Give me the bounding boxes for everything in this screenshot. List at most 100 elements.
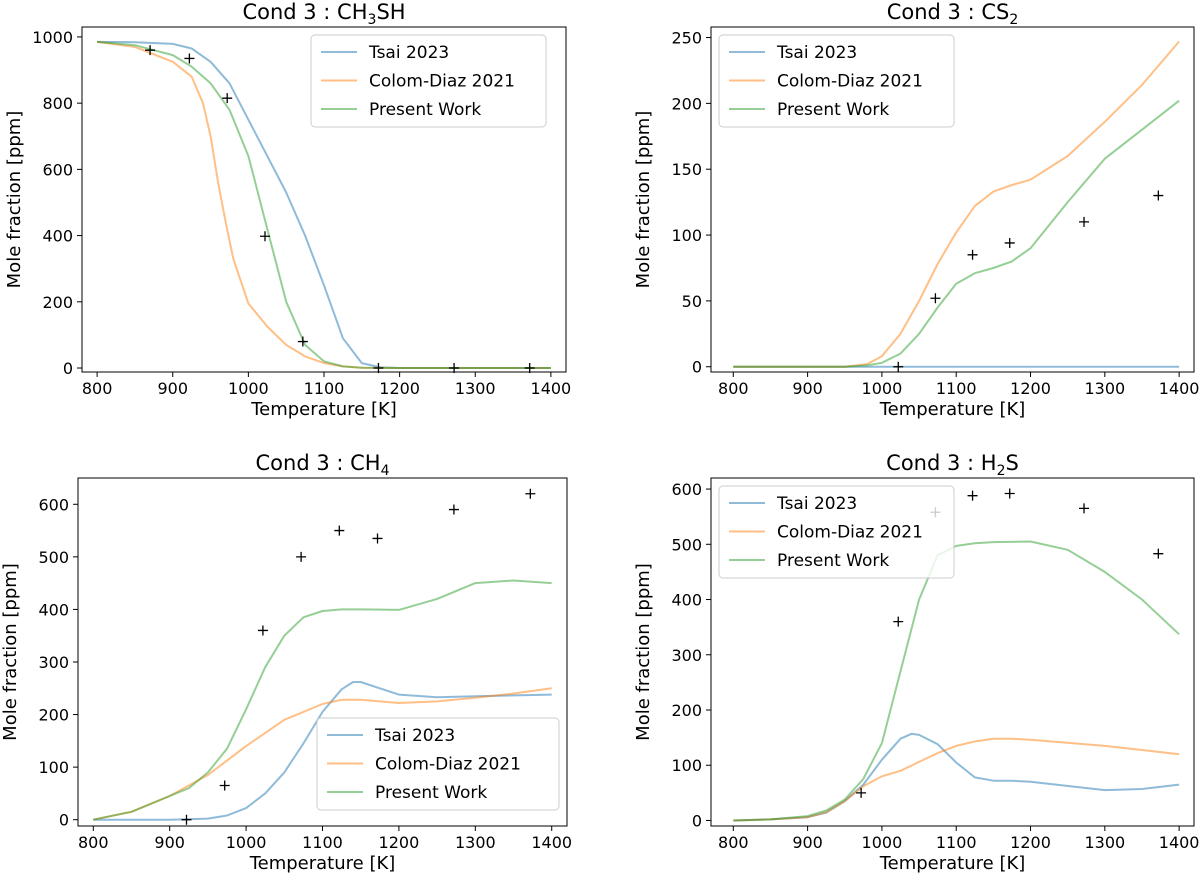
- legend-label: Present Work: [369, 100, 481, 120]
- x-tick-label: 1400: [1159, 833, 1200, 852]
- x-tick-label: 800: [718, 379, 749, 398]
- experiment-point: [448, 504, 459, 515]
- y-tick-label: 0: [59, 811, 69, 830]
- experiment-point: [967, 490, 978, 501]
- x-tick-label: 1300: [1084, 379, 1125, 398]
- legend-box: [718, 485, 955, 579]
- x-tick-label: 1000: [862, 379, 903, 398]
- y-tick-label: 400: [671, 591, 702, 610]
- legend: Tsai 2023 Colom-Diaz 2021 Present Work: [310, 34, 547, 128]
- x-tick-label: 900: [157, 379, 188, 398]
- chart-title: Cond 3 : H2S: [886, 451, 1019, 479]
- chart-title-suffix: SH: [376, 0, 405, 24]
- legend-box: [316, 717, 560, 811]
- experiment-point: [1004, 237, 1015, 248]
- y-tick-label: 0: [63, 359, 73, 378]
- chart-panel: Cond 3 : H2S 800 900 1000 1100 1200 1300 1400 0 1…: [633, 451, 1199, 873]
- y-tick-label: 100: [38, 758, 69, 777]
- x-axis-label: Temperature [K]: [879, 853, 1026, 873]
- experiment-point: [334, 525, 345, 536]
- y-tick-label: 500: [671, 535, 702, 554]
- y-tick-label: 200: [671, 701, 702, 720]
- experiment-point: [1153, 548, 1164, 559]
- y-tick-label: 250: [671, 29, 702, 48]
- chart-title-subscript: 2: [1009, 12, 1018, 28]
- x-tick-label: 800: [82, 379, 113, 398]
- x-tick-label: 1300: [1084, 833, 1125, 852]
- y-tick-label: 200: [671, 94, 702, 113]
- experiment-point: [524, 363, 535, 374]
- experiment-point: [893, 361, 904, 372]
- experiment-point: [930, 293, 941, 304]
- series-line-present-work: [733, 99, 1180, 368]
- y-tick-label: 200: [38, 706, 69, 725]
- legend: Tsai 2023 Colom-Diaz 2021 Present Work: [718, 485, 955, 579]
- experiment-point: [893, 616, 904, 627]
- series-line-colom-diaz-2021: [733, 737, 1180, 822]
- experiment-point: [373, 363, 384, 374]
- chart-title-subscript: 3: [368, 12, 377, 28]
- legend-label: Colom-Diaz 2021: [375, 755, 521, 775]
- y-tick-label: 600: [671, 480, 702, 499]
- experiment-point: [260, 231, 271, 242]
- plot-frame: [710, 477, 1195, 827]
- experiment-point: [297, 336, 308, 347]
- x-tick-label: 1400: [531, 833, 572, 852]
- series-line-present-work: [733, 540, 1180, 822]
- experiment-point: [525, 488, 536, 499]
- experiment-point: [856, 787, 867, 798]
- chart-title: Cond 3 : CS2: [887, 0, 1019, 28]
- y-tick-label: 300: [38, 653, 69, 672]
- y-tick-label: 200: [42, 293, 73, 312]
- experiment-point: [967, 249, 978, 260]
- x-tick-label: 1200: [1010, 379, 1051, 398]
- chart-panel: Cond 3 : CH3SH 800 900 1000 1100 1200 1300 1400…: [4, 0, 571, 420]
- series-line-colom-diaz-2021: [93, 687, 552, 821]
- chart-title: Cond 3 : CH3SH: [242, 0, 405, 28]
- experiment-point: [181, 814, 192, 825]
- y-axis-label: Mole fraction [ppm]: [0, 563, 21, 741]
- series-line-tsai-2023: [93, 681, 552, 821]
- x-tick-label: 1200: [379, 833, 420, 852]
- x-tick-label: 1200: [379, 379, 420, 398]
- x-tick-label: 1400: [531, 379, 572, 398]
- experiment-point: [184, 53, 195, 64]
- x-tick-label: 1300: [455, 379, 496, 398]
- chart-title-subscript: 2: [997, 463, 1006, 479]
- experiment-point: [222, 93, 233, 104]
- x-tick-label: 1000: [862, 833, 903, 852]
- chart-title-main: Cond 3 : CH: [242, 0, 367, 24]
- x-tick-label: 1100: [304, 379, 345, 398]
- chart-title-main: Cond 3 : CS: [887, 0, 1010, 24]
- legend-label: Tsai 2023: [776, 43, 857, 63]
- x-tick-label: 1400: [1159, 379, 1200, 398]
- chart-title-main: Cond 3 : H: [886, 451, 996, 475]
- plot-frame: [710, 26, 1195, 373]
- x-tick-label: 1100: [936, 379, 977, 398]
- legend: Tsai 2023 Colom-Diaz 2021 Present Work: [718, 34, 955, 128]
- x-tick-label: 900: [792, 379, 823, 398]
- legend-label: Present Work: [375, 783, 487, 803]
- experiment-point: [296, 551, 307, 562]
- x-tick-label: 800: [78, 833, 109, 852]
- x-tick-label: 1100: [936, 833, 977, 852]
- legend-label: Tsai 2023: [368, 43, 449, 63]
- x-axis-label: Temperature [K]: [249, 853, 396, 873]
- y-tick-label: 0: [692, 358, 702, 377]
- y-tick-label: 800: [42, 94, 73, 113]
- x-tick-label: 1100: [302, 833, 343, 852]
- y-axis-label: Mole fraction [ppm]: [633, 563, 654, 741]
- x-tick-label: 1000: [228, 379, 269, 398]
- series-line-colom-diaz-2021: [733, 40, 1180, 368]
- y-tick-label: 1000: [32, 28, 73, 47]
- experiment-point: [1079, 216, 1090, 227]
- x-tick-label: 800: [718, 833, 749, 852]
- y-tick-label: 100: [671, 226, 702, 245]
- x-tick-label: 900: [154, 833, 185, 852]
- chart-title: Cond 3 : CH4: [256, 451, 390, 479]
- legend-label: Tsai 2023: [776, 494, 857, 514]
- legend: Tsai 2023 Colom-Diaz 2021 Present Work: [316, 717, 560, 811]
- legend-label: Present Work: [777, 551, 889, 571]
- legend-label: Colom-Diaz 2021: [777, 72, 923, 92]
